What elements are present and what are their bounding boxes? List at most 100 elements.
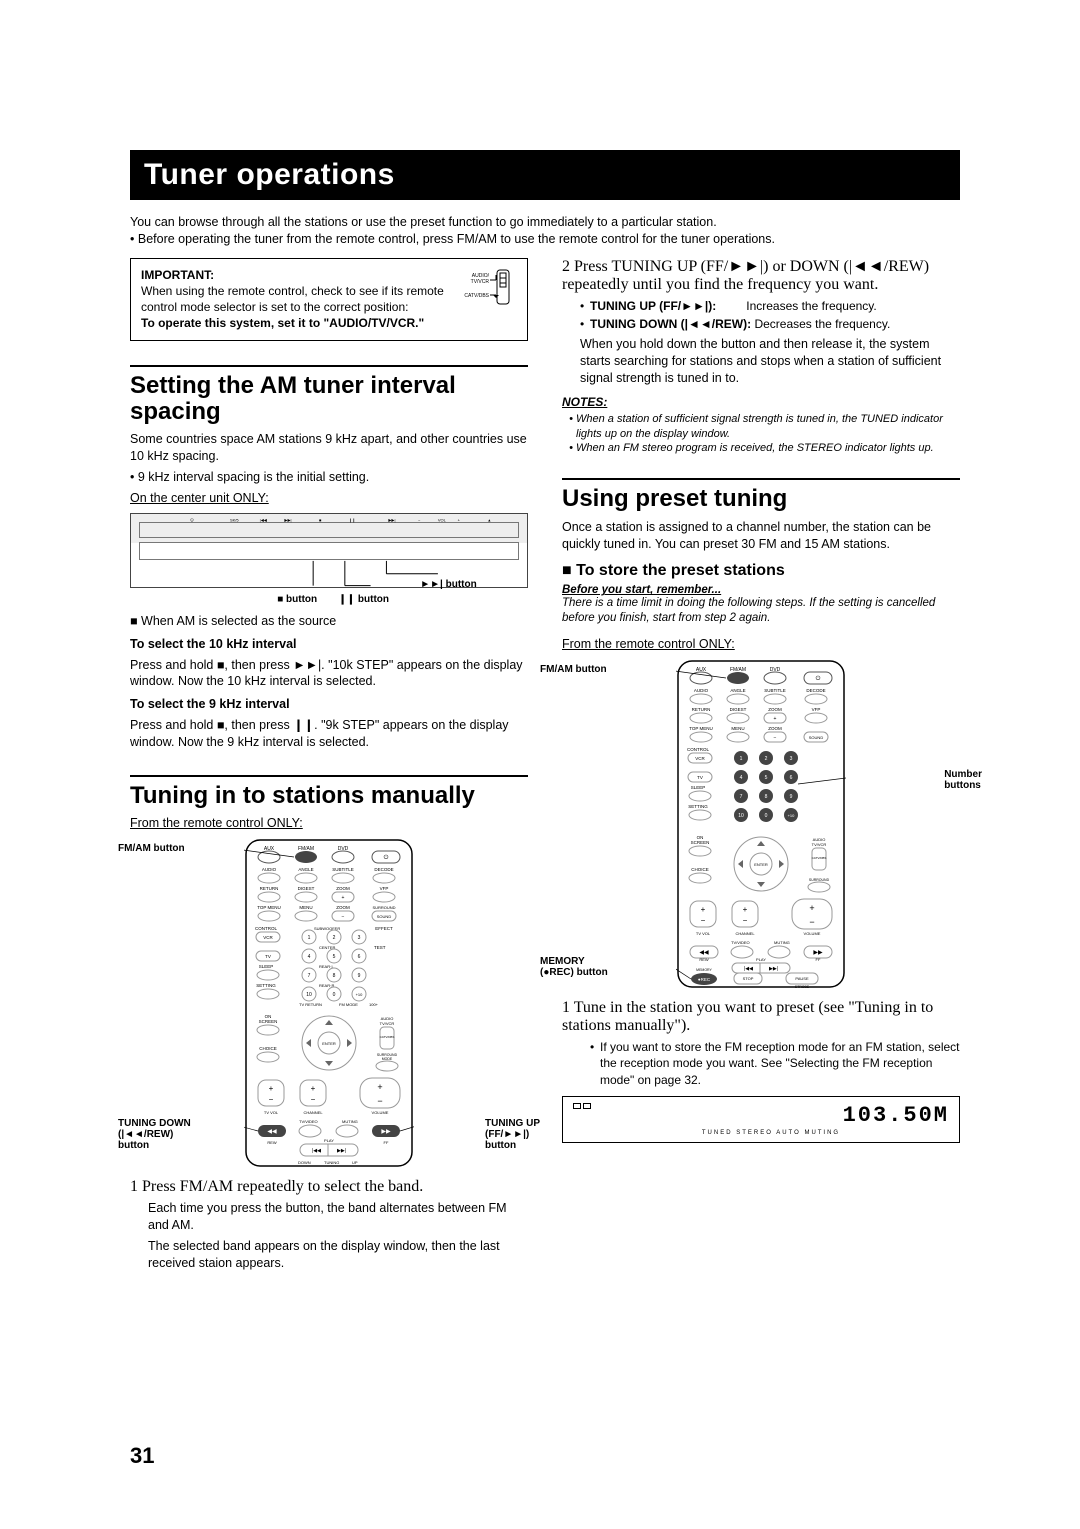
intro-text: You can browse through all the stations … bbox=[130, 214, 960, 248]
switch-label-top-2: TV/VCR bbox=[471, 279, 490, 285]
svg-text:REW: REW bbox=[267, 1140, 277, 1145]
svg-text:VOLUME: VOLUME bbox=[804, 931, 821, 936]
notes-list: When a station of sufficient signal stre… bbox=[562, 412, 960, 457]
svg-text:4: 4 bbox=[740, 775, 743, 781]
svg-text:■: ■ bbox=[319, 517, 322, 522]
svg-text:⏻: ⏻ bbox=[816, 675, 821, 682]
svg-text:SCREEN: SCREEN bbox=[691, 840, 710, 845]
svg-text:SCREEN: SCREEN bbox=[259, 1019, 278, 1024]
svg-text:TEST: TEST bbox=[374, 945, 386, 950]
svg-text:CATV/DBS: CATV/DBS bbox=[380, 1035, 395, 1039]
svg-text:1: 1 bbox=[308, 935, 311, 941]
preset-step1-bullet: If you want to store the FM reception mo… bbox=[590, 1039, 960, 1088]
svg-text:SETTING: SETTING bbox=[688, 804, 708, 809]
svg-text:−: − bbox=[377, 1096, 382, 1106]
svg-text:SLEEP: SLEEP bbox=[691, 785, 706, 790]
svg-text:SK/5: SK/5 bbox=[230, 517, 239, 522]
svg-text:DECODE: DECODE bbox=[806, 688, 825, 693]
svg-text:+: + bbox=[701, 905, 706, 914]
important-body: When using the remote control, check to … bbox=[141, 284, 444, 314]
preset-step-1: 1 Tune in the station you want to preset… bbox=[562, 999, 960, 1035]
svg-text:UP: UP bbox=[352, 1160, 358, 1165]
sel-10-head: To select the 10 kHz interval bbox=[130, 636, 528, 653]
svg-text:|◀◀: |◀◀ bbox=[312, 1148, 321, 1154]
am-p1: Some countries space AM stations 9 kHz a… bbox=[130, 431, 528, 465]
before-body: There is a time limit in doing the follo… bbox=[562, 596, 960, 626]
switch-label-bottom: CATV/DBS bbox=[464, 293, 489, 299]
svg-text:+10: +10 bbox=[356, 992, 364, 997]
important-heading: IMPORTANT: bbox=[141, 268, 214, 282]
svg-text:EFFECT: EFFECT bbox=[375, 926, 393, 931]
important-text: IMPORTANT: When using the remote control… bbox=[141, 267, 451, 332]
svg-text:⏻: ⏻ bbox=[190, 517, 194, 522]
svg-text:STROBE: STROBE bbox=[795, 985, 810, 989]
svg-text:PLAY: PLAY bbox=[324, 1138, 334, 1143]
svg-text:VFP: VFP bbox=[812, 707, 821, 712]
svg-text:●REC: ●REC bbox=[698, 977, 711, 982]
svg-text:TV RETURN: TV RETURN bbox=[299, 1002, 322, 1007]
page: Tuner operations You can browse through … bbox=[0, 0, 1080, 1529]
svg-text:6: 6 bbox=[790, 775, 793, 781]
svg-text:DECODE: DECODE bbox=[374, 867, 393, 872]
svg-text:DOWN: DOWN bbox=[298, 1160, 311, 1165]
svg-text:+: + bbox=[342, 895, 345, 901]
svg-text:100+: 100+ bbox=[369, 1002, 379, 1007]
svg-text:VFP: VFP bbox=[380, 886, 389, 891]
svg-text:−: − bbox=[418, 517, 421, 522]
stop-button-label: ■ button bbox=[277, 594, 317, 605]
sel-9-head: To select the 9 kHz interval bbox=[130, 696, 528, 713]
svg-text:CHOICE: CHOICE bbox=[259, 1046, 277, 1051]
svg-text:+10: +10 bbox=[788, 813, 796, 818]
bullet-up: TUNING UP (FF/►►|): Increases the freque… bbox=[580, 298, 960, 314]
svg-text:−: − bbox=[809, 917, 814, 927]
svg-text:ANGLE: ANGLE bbox=[730, 688, 745, 693]
svg-text:VOL: VOL bbox=[438, 517, 447, 522]
svg-text:DIGEST: DIGEST bbox=[730, 707, 747, 712]
svg-text:▶▶|: ▶▶| bbox=[284, 517, 291, 522]
svg-text:▶▶: ▶▶ bbox=[381, 1129, 391, 1135]
svg-text:+: + bbox=[743, 905, 748, 914]
svg-text:TOP MENU: TOP MENU bbox=[689, 726, 713, 731]
section-am-heading: Setting the AM tuner interval spacing bbox=[130, 365, 528, 426]
svg-text:3: 3 bbox=[358, 935, 361, 941]
svg-text:TV VOL: TV VOL bbox=[696, 931, 711, 936]
intro-line-1: You can browse through all the stations … bbox=[130, 215, 717, 229]
svg-text:4: 4 bbox=[308, 954, 311, 960]
svg-text:ENTER: ENTER bbox=[322, 1041, 336, 1046]
svg-text:FF: FF bbox=[816, 957, 821, 962]
manual-step-1: 1 Press FM/AM repeatedly to select the b… bbox=[130, 1178, 528, 1196]
svg-text:2: 2 bbox=[765, 756, 768, 762]
important-box: IMPORTANT: When using the remote control… bbox=[130, 258, 528, 341]
section-am-body: Some countries space AM stations 9 kHz a… bbox=[130, 431, 528, 507]
svg-text:TUNING: TUNING bbox=[324, 1160, 339, 1165]
svg-text:❙❙: ❙❙ bbox=[349, 517, 356, 522]
svg-text:MUTING: MUTING bbox=[342, 1119, 358, 1124]
svg-text:AUDIO: AUDIO bbox=[694, 688, 709, 693]
am-instructions: ■ When AM is selected as the source To s… bbox=[130, 613, 528, 751]
section-preset-heading: Using preset tuning bbox=[562, 478, 960, 512]
manual-step1-line1: Each time you press the button, the band… bbox=[148, 1200, 528, 1234]
svg-text:7: 7 bbox=[308, 973, 311, 979]
sel-10-body: Press and hold ■, then press ►►|. "10k S… bbox=[130, 657, 528, 691]
right-column: 2 Press TUNING UP (FF/►►|) or DOWN (|◄◄/… bbox=[562, 258, 960, 1276]
svg-text:MENU: MENU bbox=[299, 905, 312, 910]
svg-text:+: + bbox=[311, 1084, 316, 1093]
svg-text:SURROUND: SURROUND bbox=[372, 905, 395, 910]
svg-text:TV VOL: TV VOL bbox=[264, 1110, 279, 1115]
svg-text:8: 8 bbox=[765, 794, 768, 800]
am-p2: • 9 kHz interval spacing is the initial … bbox=[130, 469, 528, 486]
svg-text:ZOOM: ZOOM bbox=[336, 886, 350, 891]
page-number: 31 bbox=[130, 1443, 154, 1469]
svg-text:FM MODE: FM MODE bbox=[339, 1002, 358, 1007]
svg-text:7: 7 bbox=[740, 794, 743, 800]
svg-text:−: − bbox=[701, 916, 706, 925]
svg-text:SOUND: SOUND bbox=[377, 914, 392, 919]
frequency-display: 103.50M TUNED STEREO AUTO MUTING bbox=[562, 1096, 960, 1143]
page-title-bar: Tuner operations bbox=[130, 150, 960, 200]
am-source-bullet: ■ When AM is selected as the source bbox=[130, 613, 528, 630]
svg-text:SOUND: SOUND bbox=[809, 735, 824, 740]
fmam-label-2: FM/AM button bbox=[540, 664, 607, 675]
svg-text:DIGEST: DIGEST bbox=[298, 886, 315, 891]
svg-text:RETURN: RETURN bbox=[692, 707, 711, 712]
svg-text:ZOOM: ZOOM bbox=[768, 707, 782, 712]
